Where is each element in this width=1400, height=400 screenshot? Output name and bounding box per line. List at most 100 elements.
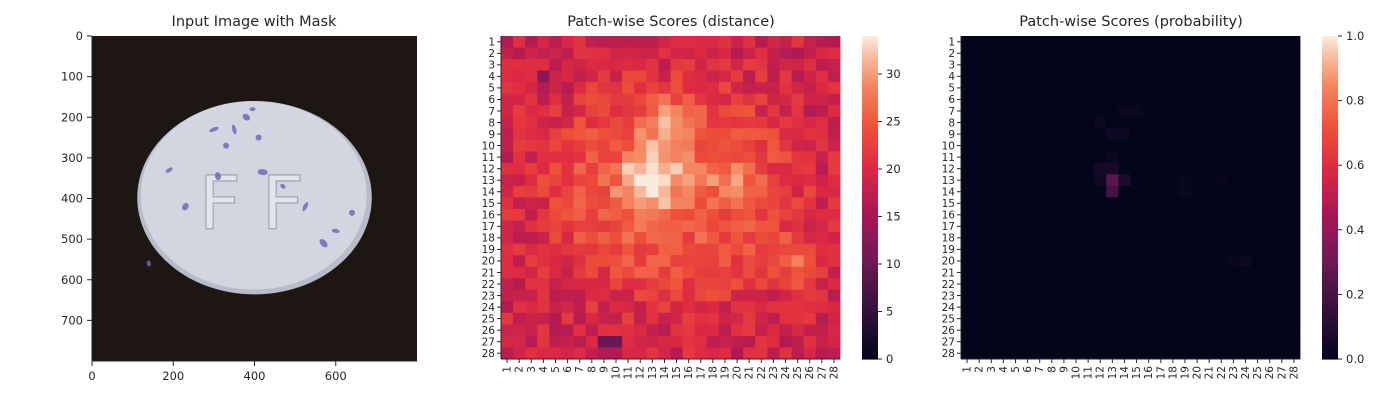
heatmap-cell <box>1287 59 1301 72</box>
heatmap-cell <box>1263 278 1277 291</box>
heatmap-cell <box>815 255 829 268</box>
heatmap-cell <box>1178 116 1192 129</box>
heatmap-cell <box>1275 289 1289 302</box>
heatmap-cell <box>1033 347 1047 360</box>
heatmap-cell <box>743 347 756 360</box>
heatmap-cell <box>1142 151 1156 164</box>
heatmap-cell <box>573 105 587 118</box>
heatmap-cell <box>1178 312 1192 325</box>
colorbar-segment <box>1322 84 1338 88</box>
col-label: 23 <box>768 366 780 379</box>
heatmap-cell <box>1009 289 1022 302</box>
heatmap-cell <box>1009 174 1022 187</box>
heatmap-cell <box>501 128 514 141</box>
heatmap-cell <box>767 139 780 152</box>
mask-speck <box>348 209 355 216</box>
heatmap-cell <box>815 197 829 210</box>
heatmap-cell <box>985 59 998 72</box>
heatmap-cell <box>670 162 684 175</box>
heatmap-cell <box>561 335 575 348</box>
heatmap-cell <box>731 116 744 129</box>
colorbar-segment <box>1322 310 1338 314</box>
heatmap-cell <box>755 105 768 118</box>
colorbar-segment <box>1322 315 1338 320</box>
heatmap-cell <box>1118 347 1131 360</box>
heatmap-cell <box>585 93 599 106</box>
heatmap-cell <box>827 116 841 129</box>
colorbar-segment <box>862 262 878 266</box>
heatmap-cell <box>609 347 623 360</box>
mask-speck <box>255 134 262 141</box>
heatmap-cell <box>791 209 805 221</box>
heatmap-cell <box>682 116 696 129</box>
heatmap-cell <box>513 301 526 314</box>
heatmap-cell <box>670 174 684 187</box>
heatmap-cell <box>1178 301 1192 314</box>
heatmap-cell <box>743 232 756 245</box>
heatmap-cell <box>694 335 708 348</box>
heatmap-cell <box>1094 162 1107 175</box>
heatmap-cell <box>779 301 792 314</box>
colorbar-segment <box>862 181 878 185</box>
heatmap-cell <box>646 278 659 291</box>
heatmap-cell <box>1178 82 1192 95</box>
heatmap-cell <box>609 232 623 245</box>
heatmap-cell <box>525 197 538 210</box>
heatmap-cell <box>694 278 708 291</box>
heatmap-cell <box>1130 185 1144 198</box>
heatmap-cell <box>1033 47 1047 60</box>
row-label: 19 <box>942 244 955 256</box>
heatmap-cell <box>973 70 986 83</box>
heatmap-cell <box>755 209 768 221</box>
heatmap-cell <box>1069 93 1083 106</box>
heatmap-cell <box>779 162 792 175</box>
heatmap-cell <box>1239 116 1252 129</box>
heatmap-cell <box>1178 209 1192 221</box>
colorbar-segment <box>1322 44 1338 48</box>
heatmap-cell <box>646 347 659 360</box>
colorbar-tick-label: 15 <box>886 210 901 224</box>
colorbar-segment <box>1322 345 1338 349</box>
heatmap-cell <box>767 162 780 175</box>
heatmap-cell <box>1166 151 1180 164</box>
colorbar-segment <box>1322 165 1338 169</box>
colorbar-segment <box>1322 143 1338 147</box>
heatmap-cell <box>1082 197 1095 210</box>
heatmap-cell <box>743 312 756 325</box>
heatmap-cell <box>1178 266 1192 279</box>
heatmap-cell <box>1203 70 1216 83</box>
heatmap-cell <box>1239 59 1252 72</box>
heatmap-cell <box>731 93 744 106</box>
heatmap-cell <box>743 47 756 60</box>
heatmap-cell <box>670 347 684 360</box>
heatmap-cell <box>658 70 671 83</box>
heatmap-cell <box>1154 93 1168 106</box>
heatmap-cell <box>1287 151 1301 164</box>
heatmap-cell <box>658 162 671 175</box>
heatmap-cell <box>634 162 647 175</box>
heatmap-cell <box>646 128 659 141</box>
colorbar-segment <box>862 353 878 357</box>
heatmap-cell <box>634 105 647 118</box>
heatmap-cell <box>718 174 732 187</box>
heatmap-cell <box>1021 266 1035 279</box>
colorbar-segment <box>1322 350 1338 355</box>
heatmap-cell <box>537 335 550 348</box>
heatmap-cell <box>755 151 768 164</box>
heatmap-cell <box>694 324 708 337</box>
heatmap-cell <box>1069 278 1083 291</box>
heatmap-cell <box>767 324 780 337</box>
heatmap-cell <box>1227 105 1240 118</box>
heatmap-cell <box>573 243 587 256</box>
heatmap-cell <box>658 324 671 337</box>
heatmap-cell <box>670 70 684 83</box>
heatmap-cell <box>634 324 647 337</box>
heatmap-cell <box>1239 93 1252 106</box>
heatmap-cell <box>827 347 841 360</box>
heatmap-cell <box>1130 128 1144 141</box>
heatmap-cell <box>1082 185 1095 198</box>
heatmap-cell <box>1251 93 1265 106</box>
colorbar-segment <box>1322 140 1338 145</box>
heatmap-cell <box>1118 139 1131 152</box>
heatmap-cell <box>973 266 986 279</box>
